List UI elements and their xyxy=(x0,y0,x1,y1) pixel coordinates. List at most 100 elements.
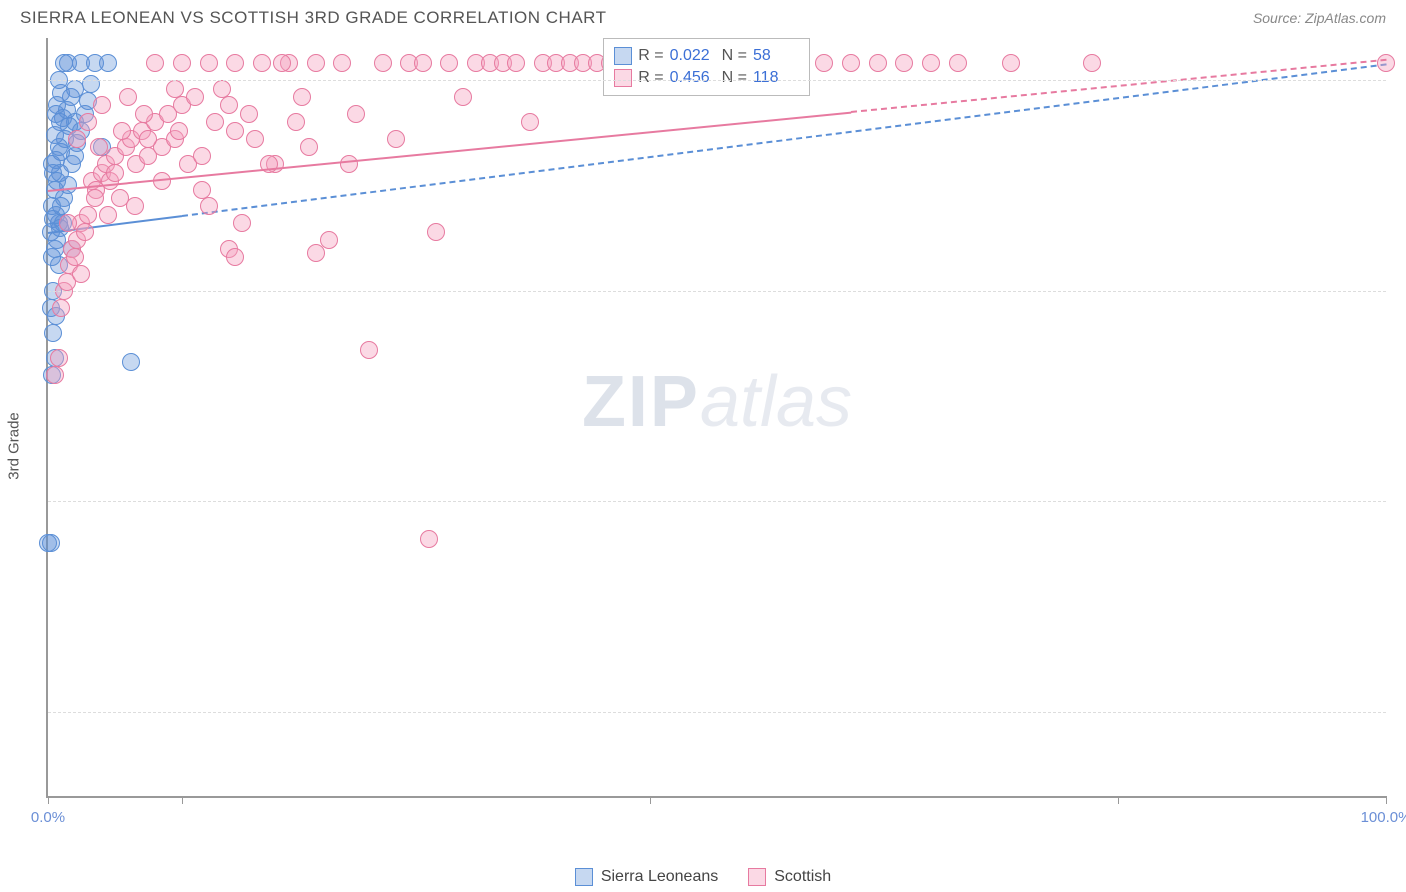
data-point-scottish xyxy=(76,223,94,241)
data-point-scottish xyxy=(119,88,137,106)
y-tick-label: 100.0% xyxy=(1398,72,1406,89)
data-point-scottish xyxy=(166,80,184,98)
legend-label-scottish: Scottish xyxy=(774,868,831,886)
data-point-scottish xyxy=(126,197,144,215)
data-point-scottish xyxy=(427,223,445,241)
stats-row-sierra: R = 0.022 N = 58 xyxy=(614,45,799,67)
r-value-sierra: 0.022 xyxy=(670,47,716,65)
data-point-scottish xyxy=(454,88,472,106)
data-point-scottish xyxy=(146,54,164,72)
data-point-scottish xyxy=(193,147,211,165)
data-point-scottish xyxy=(90,138,108,156)
r-value-scottish: 0.456 xyxy=(670,69,716,87)
data-point-sierra xyxy=(42,534,60,552)
data-point-scottish xyxy=(193,181,211,199)
x-tick xyxy=(1386,796,1387,804)
data-point-scottish xyxy=(273,54,291,72)
data-point-sierra xyxy=(47,105,65,123)
data-point-scottish xyxy=(170,122,188,140)
data-point-scottish xyxy=(333,54,351,72)
grid-line xyxy=(48,501,1386,502)
data-point-scottish xyxy=(226,122,244,140)
grid-line xyxy=(48,291,1386,292)
grid-line xyxy=(48,712,1386,713)
plot-area: R = 0.022 N = 58 R = 0.456 N = 118 xyxy=(48,38,1386,796)
data-point-scottish xyxy=(347,105,365,123)
y-tick-label: 95.0% xyxy=(1398,493,1406,510)
legend-swatch-scottish xyxy=(748,868,766,886)
data-point-scottish xyxy=(139,130,157,148)
data-point-scottish xyxy=(233,214,251,232)
data-point-scottish xyxy=(59,214,77,232)
swatch-sierra xyxy=(614,47,632,65)
data-point-scottish xyxy=(521,113,539,131)
data-point-scottish xyxy=(842,54,860,72)
data-point-scottish xyxy=(240,105,258,123)
data-point-scottish xyxy=(300,138,318,156)
data-point-scottish xyxy=(507,54,525,72)
data-point-scottish xyxy=(293,88,311,106)
data-point-scottish xyxy=(186,88,204,106)
grid-line xyxy=(48,80,1386,81)
data-point-scottish xyxy=(949,54,967,72)
data-point-sierra xyxy=(122,353,140,371)
data-point-sierra xyxy=(99,54,117,72)
n-label: N = xyxy=(722,69,747,87)
data-point-scottish xyxy=(206,113,224,131)
data-point-scottish xyxy=(86,189,104,207)
data-point-scottish xyxy=(360,341,378,359)
data-point-scottish xyxy=(287,113,305,131)
r-label: R = xyxy=(638,69,663,87)
source-attribution: Source: ZipAtlas.com xyxy=(1253,10,1386,26)
data-point-sierra xyxy=(82,75,100,93)
data-point-scottish xyxy=(50,349,68,367)
data-point-scottish xyxy=(895,54,913,72)
x-tick-label: 100.0% xyxy=(1361,809,1406,826)
x-tick xyxy=(182,796,183,804)
data-point-scottish xyxy=(220,96,238,114)
data-point-scottish xyxy=(226,54,244,72)
n-label: N = xyxy=(722,47,747,65)
y-tick-label: 97.5% xyxy=(1398,282,1406,299)
x-tick xyxy=(48,796,49,804)
data-point-scottish xyxy=(68,130,86,148)
chart-title: SIERRA LEONEAN VS SCOTTISH 3RD GRADE COR… xyxy=(20,8,607,28)
data-point-scottish xyxy=(869,54,887,72)
data-point-scottish xyxy=(815,54,833,72)
legend-label-sierra: Sierra Leoneans xyxy=(601,868,718,886)
x-tick xyxy=(1118,796,1119,804)
n-value-scottish: 118 xyxy=(753,69,799,87)
data-point-scottish xyxy=(72,265,90,283)
data-point-scottish xyxy=(1002,54,1020,72)
r-label: R = xyxy=(638,47,663,65)
data-point-scottish xyxy=(1377,54,1395,72)
data-point-scottish xyxy=(46,366,64,384)
legend: Sierra Leoneans Scottish xyxy=(0,868,1406,886)
correlation-scatter-chart: ZIPatlas R =0.022N =58R =0.456N =118 92.… xyxy=(46,38,1386,798)
data-point-scottish xyxy=(226,248,244,266)
data-point-scottish xyxy=(99,206,117,224)
data-point-scottish xyxy=(113,122,131,140)
data-point-scottish xyxy=(52,299,70,317)
data-point-scottish xyxy=(307,244,325,262)
legend-item-scottish: Scottish xyxy=(748,868,831,886)
n-value-sierra: 58 xyxy=(753,47,799,65)
data-point-scottish xyxy=(340,155,358,173)
data-point-scottish xyxy=(253,54,271,72)
data-point-scottish xyxy=(246,130,264,148)
data-point-sierra xyxy=(55,54,73,72)
data-point-scottish xyxy=(414,54,432,72)
x-tick xyxy=(650,796,651,804)
data-point-scottish xyxy=(66,248,84,266)
data-point-scottish xyxy=(200,197,218,215)
data-point-scottish xyxy=(173,54,191,72)
chart-header: SIERRA LEONEAN VS SCOTTISH 3RD GRADE COR… xyxy=(0,0,1406,32)
data-point-scottish xyxy=(79,206,97,224)
swatch-scottish xyxy=(614,69,632,87)
data-point-scottish xyxy=(440,54,458,72)
stats-box: R = 0.022 N = 58 R = 0.456 N = 118 xyxy=(603,38,810,96)
x-tick-label: 0.0% xyxy=(31,809,65,826)
data-point-scottish xyxy=(387,130,405,148)
data-point-sierra xyxy=(44,324,62,342)
data-point-scottish xyxy=(420,530,438,548)
